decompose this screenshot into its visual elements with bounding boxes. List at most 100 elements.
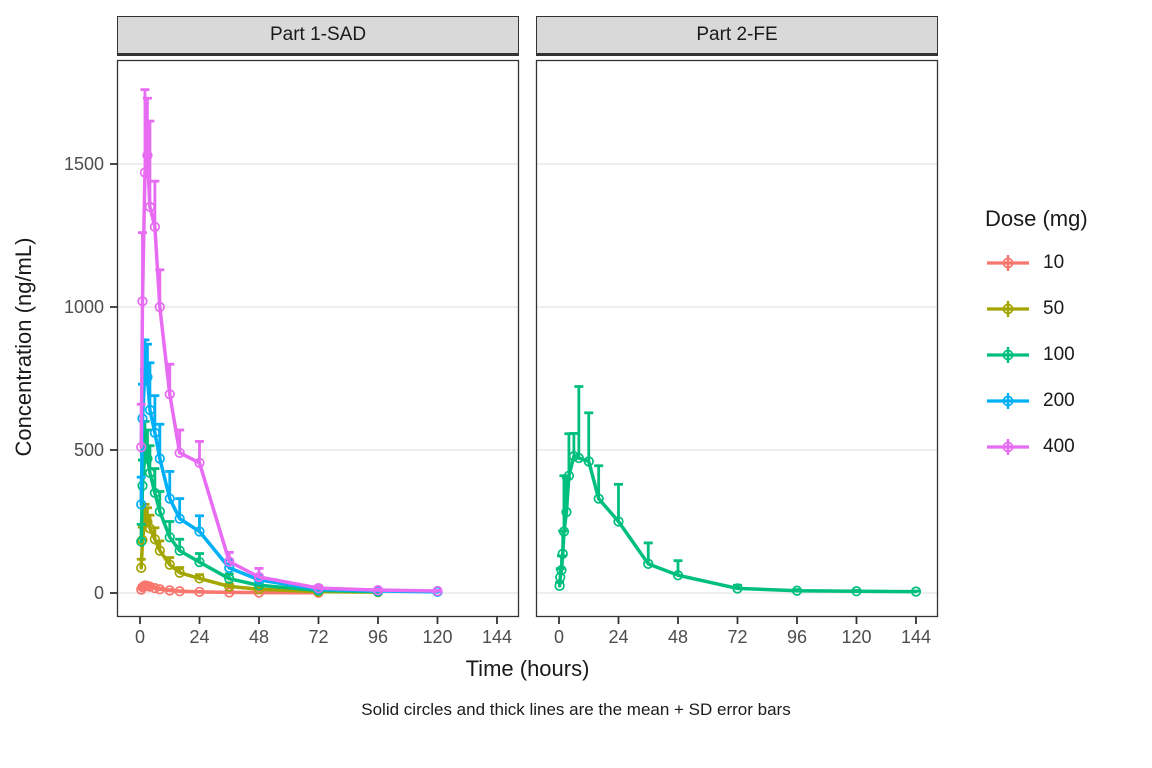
series-line-200 [139, 368, 440, 594]
legend-key-icon [987, 347, 1029, 363]
data-point [555, 572, 566, 583]
data-point [137, 296, 148, 307]
legend-key-icon [987, 393, 1029, 409]
data-point [313, 582, 324, 594]
data-point [194, 457, 205, 469]
data-point [174, 567, 185, 578]
data-point [136, 536, 147, 547]
y-tick-label: 1500 [63, 154, 104, 174]
facet-label-part2: Part 2-FE [696, 24, 778, 45]
legend-label: 10 [1043, 252, 1065, 273]
data-point [557, 548, 568, 559]
x-tick-label: 144 [900, 627, 931, 647]
data-point [372, 584, 384, 596]
facet-strip-part1: Part 1-SAD [117, 16, 519, 56]
y-axis-title: Concentration (ng/mL) [11, 237, 36, 457]
data-point [136, 441, 147, 453]
data-point [154, 545, 165, 556]
data-point [136, 562, 147, 573]
data-point [136, 499, 147, 510]
data-point [194, 556, 205, 568]
legend-entry-400: 400 [985, 434, 1088, 460]
data-point [174, 586, 185, 597]
data-point [139, 167, 151, 178]
data-point [174, 513, 185, 524]
data-point [144, 523, 156, 534]
data-point [194, 573, 205, 584]
y-tick-label: 1000 [63, 297, 104, 317]
x-tick-label: 24 [189, 627, 210, 647]
legend-label: 200 [1043, 390, 1075, 411]
data-point [672, 570, 684, 581]
data-point [154, 584, 165, 595]
data-point [643, 558, 654, 569]
data-point [194, 526, 205, 537]
x-axis-title: Time (hours) [465, 656, 590, 681]
x-tick-label: 0 [553, 627, 564, 647]
data-point [851, 586, 862, 597]
data-point [164, 559, 175, 570]
series-line-400 [139, 153, 440, 593]
y-tick-label: 500 [73, 440, 104, 460]
data-point [164, 389, 175, 400]
data-point [613, 516, 624, 527]
data-point [154, 453, 165, 464]
series-line-100 [557, 454, 918, 594]
x-tick-label: 0 [134, 627, 145, 647]
legend-entry-10: 10 [985, 250, 1088, 276]
data-point [164, 493, 175, 504]
facet-label-part1: Part 1-SAD [269, 24, 367, 45]
data-point [137, 582, 148, 593]
data-point [224, 581, 235, 592]
data-point [164, 532, 175, 543]
legend-entry-100: 100 [985, 342, 1088, 368]
x-tick-label: 72 [308, 627, 329, 647]
x-tick-label: 48 [248, 627, 269, 647]
data-point [573, 452, 584, 464]
data-point [224, 573, 235, 584]
data-point [174, 447, 185, 459]
data-point [144, 201, 156, 213]
legend-entries: 10 50 100 200 400 [985, 250, 1088, 460]
x-tick-label: 48 [667, 627, 688, 647]
panel-border [116, 59, 520, 618]
data-point [563, 470, 575, 481]
x-tick-label: 96 [786, 627, 807, 647]
figure-caption: Solid circles and thick lines are the me… [361, 700, 791, 719]
legend-title: Dose (mg) [985, 206, 1088, 231]
legend-key-icon [987, 439, 1029, 455]
data-point [144, 404, 156, 416]
data-point [154, 506, 165, 517]
data-point [583, 456, 594, 467]
data-point [732, 583, 743, 594]
data-point [593, 493, 604, 504]
x-tick-label: 120 [841, 627, 872, 647]
data-point [224, 556, 235, 567]
data-point [142, 150, 153, 161]
legend-label: 400 [1043, 436, 1075, 457]
data-point [149, 487, 161, 499]
x-tick-label: 96 [367, 627, 388, 647]
legend-entry-50: 50 [985, 296, 1088, 322]
panel-border [535, 59, 939, 618]
y-tick-label: 0 [93, 583, 104, 603]
data-point [149, 582, 161, 594]
x-tick-label: 24 [608, 627, 629, 647]
data-point [561, 506, 572, 518]
x-tick-label: 144 [481, 627, 512, 647]
facet-strip-part2: Part 2-FE [536, 16, 938, 56]
data-point [149, 221, 161, 233]
data-point [556, 564, 567, 576]
data-point [194, 586, 205, 598]
legend-label: 100 [1043, 344, 1075, 365]
data-point [144, 467, 156, 479]
data-point [432, 585, 443, 597]
data-point [253, 571, 265, 583]
data-point [144, 581, 156, 592]
data-point [224, 562, 235, 573]
legend-entry-200: 200 [985, 388, 1088, 414]
data-point [149, 534, 161, 545]
legend-key-icon [987, 255, 1029, 271]
